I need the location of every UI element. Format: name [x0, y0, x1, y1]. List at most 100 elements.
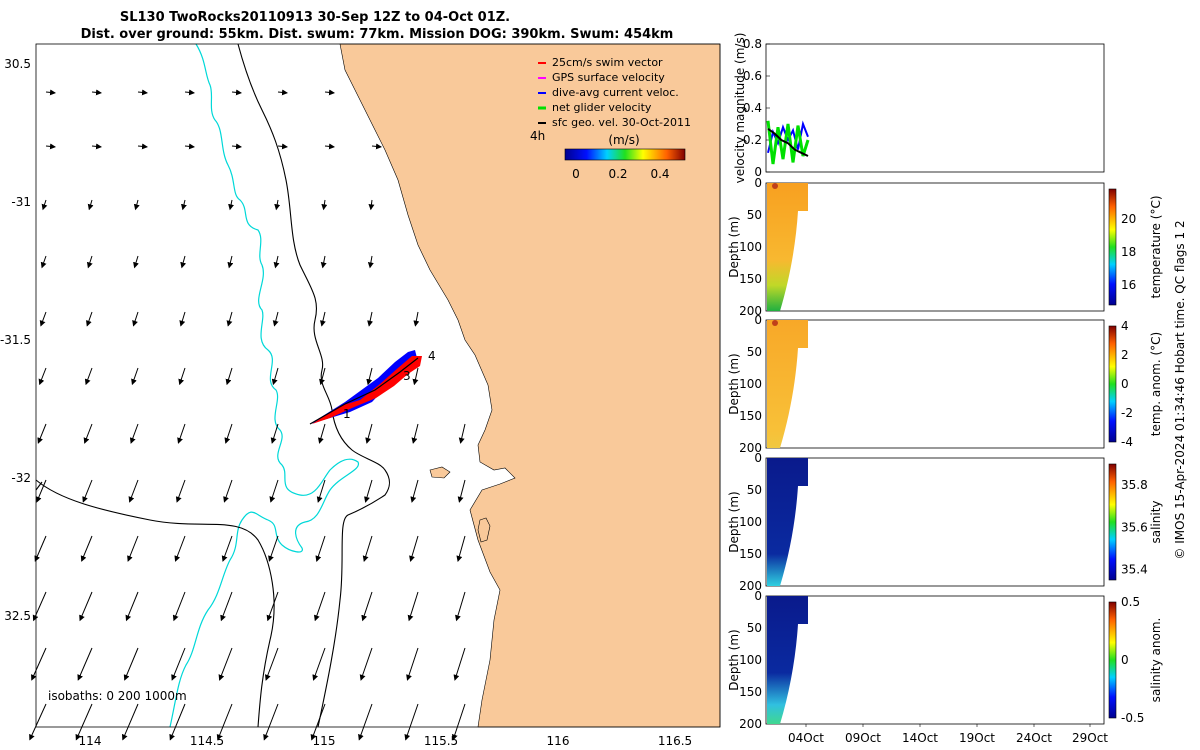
geo-velocity-arrow: [317, 423, 326, 444]
section-ylabel: Depth (m): [727, 629, 741, 690]
section-frame: [765, 182, 1105, 312]
geo-velocity-arrow: [457, 479, 466, 503]
colorbar-tick: 35.4: [1121, 562, 1148, 576]
depth-tick: 200: [739, 304, 762, 318]
geo-velocity-arrow: [169, 703, 186, 741]
colorbar-tick: 18: [1121, 245, 1136, 259]
velocity-panel: 0 0.2 0.4 0.6 0.8 velocity magnitude (m/s): [733, 33, 1105, 183]
geo-velocity-arrow: [45, 89, 56, 96]
geo-velocity-arrow: [316, 479, 326, 503]
section-panel: 0 50 100 150 200 Depth (m) 16 18 20 temperature (…: [727, 176, 1163, 318]
lat-tick: -31: [11, 195, 31, 209]
geo-velocity-arrow: [456, 535, 466, 562]
isobath-0m: [169, 43, 359, 728]
depth-tick: 100: [739, 240, 762, 254]
colorbar-tick: 4: [1121, 319, 1129, 333]
geo-velocity-arrow: [371, 143, 382, 150]
time-tick: 14Oct: [902, 731, 938, 745]
time-tick: 04Oct: [788, 731, 824, 745]
geo-velocity-arrow: [312, 647, 326, 681]
geo-velocity-arrow: [324, 89, 335, 96]
depth-tick: 150: [739, 272, 762, 286]
depth-tick: 100: [739, 377, 762, 391]
geo-velocity-arrow: [179, 311, 186, 327]
legend-dive: dive-avg current veloc.: [552, 86, 679, 99]
geo-velocity-arrow: [41, 199, 48, 211]
geo-velocity-arrow: [171, 647, 186, 681]
colorbar-tick: 35.8: [1121, 478, 1148, 492]
geo-velocity-arrow: [82, 479, 93, 503]
geo-velocity-arrow: [131, 367, 139, 386]
track-label-1: 1: [343, 407, 351, 421]
depth-tick: 0: [754, 313, 762, 327]
geo-velocity-arrow: [368, 199, 375, 211]
geo-velocity-arrow: [216, 703, 233, 741]
depth-tick: 0: [754, 176, 762, 190]
geo-velocity-arrow: [180, 255, 187, 269]
geo-velocity-arrow: [410, 479, 419, 503]
depth-tick: 100: [739, 653, 762, 667]
geo-velocity-arrow: [271, 367, 279, 386]
lat-tick: 32.5: [4, 609, 31, 623]
section-ylabel: Depth (m): [727, 216, 741, 277]
speed-colorbar: [564, 148, 686, 161]
velocity-series-line: [767, 127, 809, 157]
geo-velocity-arrow: [272, 311, 279, 327]
depth-tick: 200: [739, 579, 762, 593]
depth-tick: 150: [739, 547, 762, 561]
geo-velocity-arrow: [79, 591, 93, 622]
map-legend: 25cm/s swim vector GPS surface velocity …: [530, 56, 691, 181]
lon-tick: 116.5: [658, 734, 692, 748]
geo-velocity-arrow: [269, 479, 279, 503]
section-cbar-label: temperature (°C): [1149, 196, 1163, 299]
isobath-label: isobaths: 0 200 1000m: [48, 689, 187, 703]
geo-velocity-arrow: [45, 143, 56, 150]
geo-velocity-arrow: [404, 703, 419, 741]
geo-velocity-arrow: [321, 199, 328, 211]
legend-gps: GPS surface velocity: [552, 71, 665, 84]
section-data: [767, 183, 808, 311]
island: [477, 517, 491, 543]
geo-velocity-arrow: [268, 535, 279, 562]
footer-credit: © IMOS 15-Apr-2024 01:34:46 Hobart time.…: [1173, 220, 1187, 559]
geo-velocity-arrow: [123, 647, 139, 681]
velocity-ytick: 0.6: [743, 69, 762, 83]
depth-tick: 150: [739, 409, 762, 423]
geo-velocity-arrow: [264, 647, 279, 681]
legend-timestep: 4h: [530, 129, 545, 143]
track-dive-avg-band: [310, 350, 418, 424]
section-frame: [765, 319, 1105, 449]
geo-velocity-arrow: [319, 311, 326, 327]
depth-tick: 150: [739, 685, 762, 699]
section-cbar-label: salinity: [1149, 500, 1163, 543]
depth-tick: 50: [747, 621, 762, 635]
geo-velocity-arrow: [38, 367, 47, 386]
time-tick: 19Oct: [959, 731, 995, 745]
colorbar-title: (m/s): [608, 133, 639, 147]
geo-velocity-arrow: [34, 535, 47, 562]
geo-velocity-arrow: [411, 423, 419, 444]
colorbar-tick: 0.2: [608, 167, 627, 181]
geo-velocity-arrow: [367, 255, 374, 269]
geo-velocity-arrow: [365, 423, 373, 444]
section-ylabel: Depth (m): [727, 491, 741, 552]
lon-tick: 114.5: [190, 734, 224, 748]
depth-tick: 100: [739, 515, 762, 529]
velocity-yticks: 0 0.2 0.4 0.6 0.8: [743, 37, 770, 179]
colorbar-tick: 0: [1121, 653, 1129, 667]
lat-tick: -31.5: [0, 333, 31, 347]
geo-velocity-arrow: [412, 367, 419, 386]
geo-velocity-arrow: [362, 535, 373, 562]
velocity-series-line: [767, 120, 809, 154]
section-ylabel: Depth (m): [727, 353, 741, 414]
geo-velocity-arrow: [455, 591, 466, 622]
geo-velocity-arrow: [178, 367, 186, 386]
geo-velocity-arrow: [407, 591, 419, 622]
geo-velocity-arrow: [319, 367, 326, 386]
section-colorbar: [1108, 601, 1117, 719]
geo-velocity-arrow: [274, 199, 281, 211]
geo-velocity-arrow: [84, 367, 93, 386]
geo-velocity-arrow: [184, 89, 195, 96]
